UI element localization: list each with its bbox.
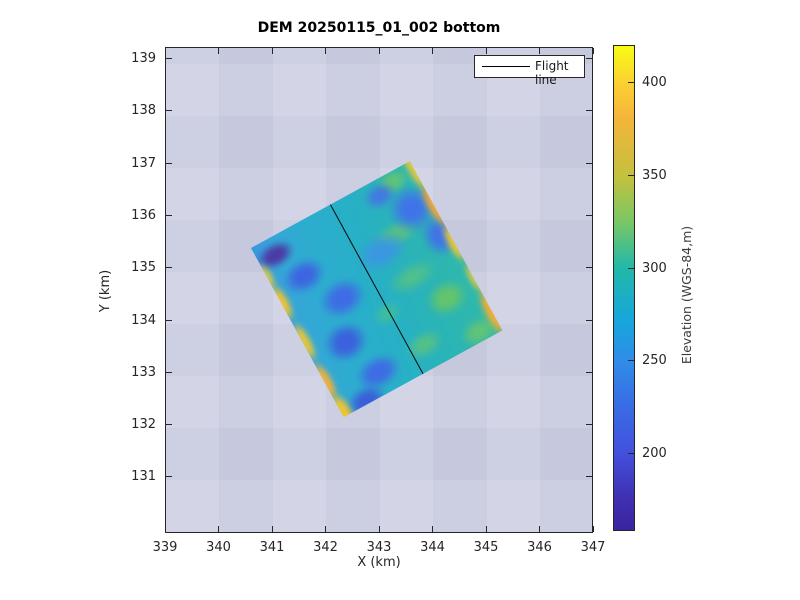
- y-tick-label: 138: [131, 103, 156, 119]
- y-tick-label: 136: [131, 207, 156, 223]
- x-tick-mark: [485, 48, 487, 54]
- x-tick-mark: [325, 526, 326, 532]
- y-tick-label: 137: [131, 155, 156, 171]
- y-tick-mark: [586, 214, 592, 216]
- colorbar-tick-mark: [628, 267, 634, 269]
- x-tick-mark: [378, 48, 380, 54]
- y-tick-mark: [166, 476, 172, 478]
- x-tick-mark: [378, 526, 380, 532]
- x-tick-label: 344: [420, 540, 445, 555]
- legend[interactable]: Flight line: [474, 55, 585, 87]
- y-tick-label: 131: [131, 469, 156, 485]
- legend-line-sample: [482, 66, 530, 68]
- y-tick-label: 139: [131, 51, 156, 66]
- x-tick-label: 339: [152, 540, 178, 555]
- colorbar-tick-label: 200: [642, 445, 667, 461]
- x-tick-mark: [539, 48, 540, 54]
- y-tick-mark: [586, 267, 592, 269]
- x-tick-mark: [325, 48, 326, 54]
- colorbar[interactable]: [613, 45, 635, 531]
- x-tick-mark: [485, 526, 487, 532]
- x-tick-mark: [592, 48, 594, 54]
- y-tick-label: 135: [131, 260, 156, 276]
- y-axis-label: Y (km): [98, 269, 113, 313]
- y-tick-mark: [586, 424, 592, 426]
- x-tick-mark: [164, 526, 166, 532]
- y-tick-mark: [586, 319, 592, 321]
- x-tick-mark: [271, 526, 273, 532]
- x-tick-mark: [592, 526, 594, 532]
- x-tick-label: 345: [473, 540, 499, 555]
- x-tick-label: 346: [527, 540, 552, 555]
- y-tick-label: 133: [131, 364, 156, 380]
- x-tick-mark: [539, 526, 540, 532]
- y-tick-mark: [586, 110, 592, 112]
- x-tick-label: 340: [206, 540, 231, 555]
- plot-title: DEM 20250115_01_002 bottom: [257, 20, 501, 36]
- y-tick-mark: [586, 58, 592, 59]
- colorbar-tick-mark: [628, 81, 634, 83]
- x-tick-label: 342: [313, 540, 338, 555]
- y-tick-mark: [166, 267, 172, 269]
- x-tick-mark: [218, 526, 219, 532]
- x-tick-mark: [218, 48, 219, 54]
- colorbar-tick-label: 300: [642, 260, 667, 276]
- x-tick-label: 341: [259, 540, 285, 555]
- colorbar-tick-mark: [628, 174, 634, 176]
- x-tick-mark: [432, 48, 433, 54]
- y-tick-mark: [166, 214, 172, 216]
- y-tick-mark: [166, 371, 172, 373]
- colorbar-tick-label: 400: [642, 74, 667, 90]
- x-tick-mark: [432, 526, 433, 532]
- colorbar-tick-label: 350: [642, 167, 667, 183]
- y-tick-mark: [166, 424, 172, 426]
- colorbar-tick-label: 250: [642, 352, 667, 368]
- y-tick-label: 134: [131, 312, 156, 328]
- colorbar-tick-mark: [628, 359, 634, 361]
- y-tick-mark: [586, 476, 592, 478]
- y-tick-mark: [586, 162, 592, 164]
- y-tick-mark: [586, 371, 592, 373]
- x-tick-label: 347: [580, 540, 606, 555]
- x-tick-label: 343: [366, 540, 392, 555]
- x-tick-mark: [164, 48, 166, 54]
- x-axis-label: X (km): [357, 555, 401, 570]
- y-tick-mark: [166, 162, 172, 164]
- colorbar-tick-mark: [628, 452, 634, 454]
- y-tick-label: 132: [131, 417, 156, 433]
- legend-item-label: Flight line: [535, 59, 569, 87]
- y-tick-mark: [166, 58, 172, 59]
- x-tick-mark: [271, 48, 273, 54]
- y-tick-mark: [166, 319, 172, 321]
- y-tick-mark: [166, 110, 172, 112]
